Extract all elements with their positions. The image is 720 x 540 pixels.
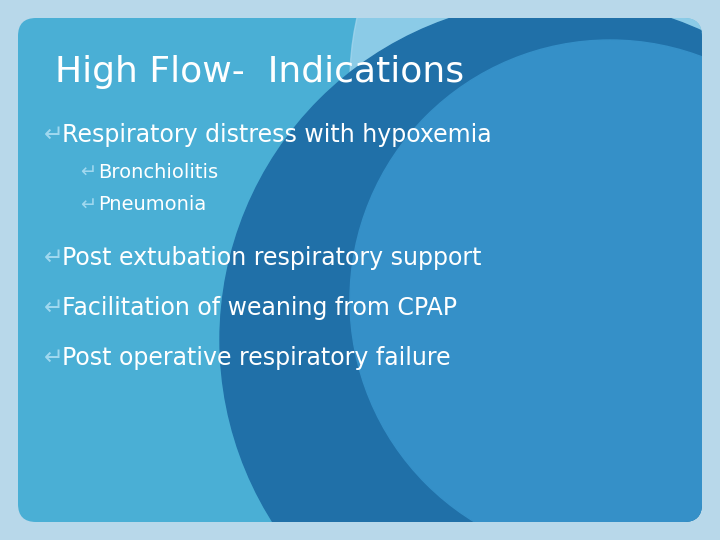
FancyBboxPatch shape (18, 18, 702, 522)
Text: ↵: ↵ (44, 123, 64, 147)
Circle shape (220, 0, 720, 540)
Text: ↵: ↵ (80, 163, 96, 181)
Text: ↵: ↵ (44, 346, 64, 370)
Circle shape (350, 40, 720, 540)
Text: Post operative respiratory failure: Post operative respiratory failure (62, 346, 451, 370)
Text: Pneumonia: Pneumonia (98, 195, 206, 214)
Text: Respiratory distress with hypoxemia: Respiratory distress with hypoxemia (62, 123, 492, 147)
Text: Post extubation respiratory support: Post extubation respiratory support (62, 246, 482, 270)
Text: Facilitation of weaning from CPAP: Facilitation of weaning from CPAP (62, 296, 457, 320)
Text: ↵: ↵ (80, 195, 96, 214)
Text: High Flow-  Indications: High Flow- Indications (55, 55, 464, 89)
Text: Bronchiolitis: Bronchiolitis (98, 163, 218, 181)
Text: ↵: ↵ (44, 246, 64, 270)
Text: ↵: ↵ (44, 296, 64, 320)
Circle shape (350, 0, 720, 360)
